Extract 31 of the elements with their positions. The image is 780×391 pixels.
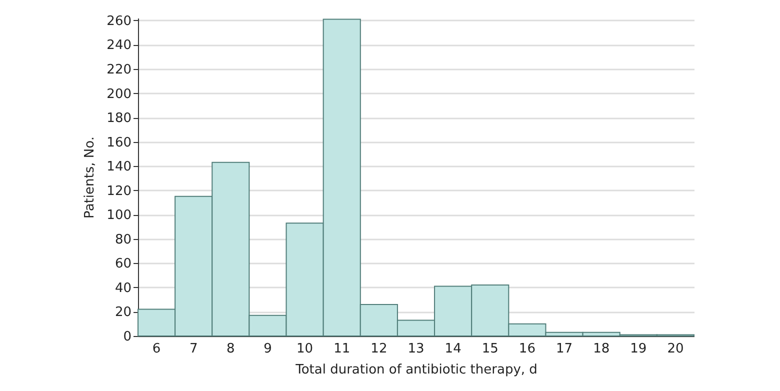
y-tick-label: 0 bbox=[123, 330, 132, 344]
y-tick-label: 120 bbox=[106, 184, 132, 199]
y-tick-label: 180 bbox=[106, 111, 132, 126]
x-tick-label: 10 bbox=[296, 342, 314, 356]
y-axis-title: Patients, No. bbox=[82, 136, 98, 218]
x-tick-label: 12 bbox=[370, 342, 388, 356]
x-tick-label: 8 bbox=[226, 342, 235, 356]
x-tick-label: 20 bbox=[667, 342, 684, 356]
x-tick-label: 11 bbox=[334, 342, 350, 356]
y-tick-label: 240 bbox=[106, 38, 132, 54]
x-axis-title: Total duration of antibiotic therapy, d bbox=[294, 362, 538, 378]
y-tick-label: 60 bbox=[114, 256, 132, 272]
x-tick-label: 18 bbox=[593, 342, 610, 356]
x-tick-label: 6 bbox=[152, 342, 161, 356]
x-tick-label: 13 bbox=[408, 342, 424, 356]
y-tick-label: 80 bbox=[114, 232, 132, 248]
y-tick-label: 140 bbox=[106, 160, 132, 175]
y-tick-label: 40 bbox=[114, 280, 132, 296]
y-tick-label: 160 bbox=[106, 135, 132, 150]
x-tick-label: 15 bbox=[482, 342, 498, 356]
y-tick-label: 20 bbox=[114, 305, 132, 320]
y-tick-label: 200 bbox=[106, 86, 132, 102]
x-tick-label: 19 bbox=[630, 342, 647, 356]
y-tick-label: 260 bbox=[106, 14, 132, 29]
y-tick-label: 220 bbox=[106, 62, 132, 78]
x-tick-label: 9 bbox=[264, 342, 272, 356]
x-tick-label: 14 bbox=[444, 342, 462, 356]
x-tick-label: 7 bbox=[189, 342, 198, 356]
x-tick-label: 16 bbox=[518, 342, 536, 356]
y-tick-label: 100 bbox=[106, 208, 132, 224]
x-tick-label: 17 bbox=[556, 342, 573, 356]
